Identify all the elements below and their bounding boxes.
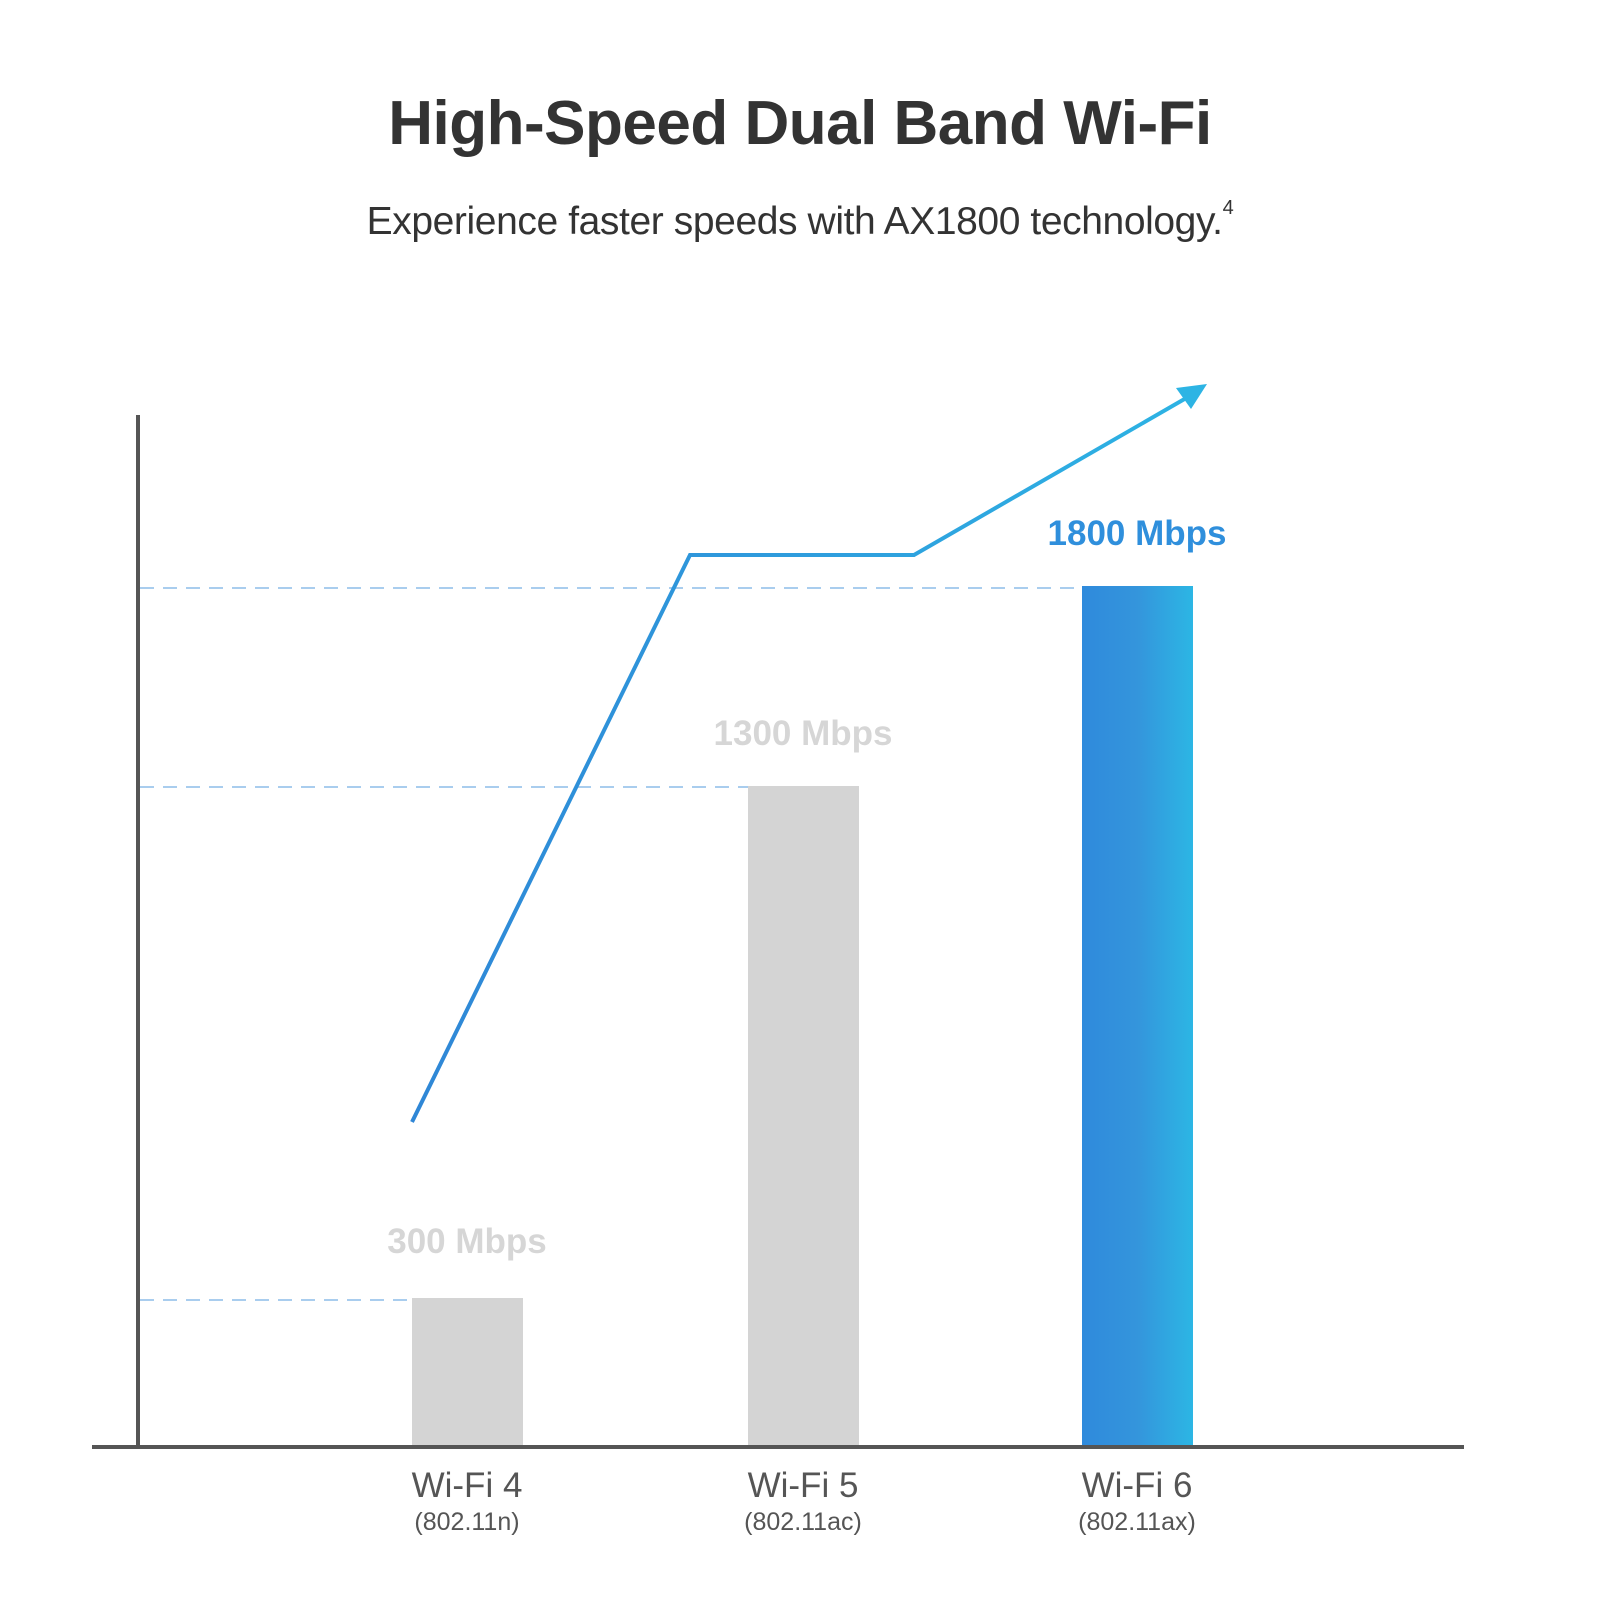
category-name: Wi-Fi 5: [747, 1466, 859, 1505]
value-label-wifi-4: 300 Mbps: [387, 1222, 547, 1261]
trend-arrow-icon: [410, 384, 1207, 1123]
bar-wifi-6: [1082, 586, 1193, 1446]
page-subtitle: Experience faster speeds with AX1800 tec…: [0, 197, 1600, 244]
value-label-wifi-6: 1800 Mbps: [1047, 514, 1227, 553]
page-title: High-Speed Dual Band Wi-Fi: [388, 89, 1212, 158]
reference-lines: [140, 587, 1082, 1301]
category-wifi-4: Wi-Fi 4 (802.11n): [347, 1466, 587, 1538]
category-standard: (802.11ac): [744, 1508, 862, 1536]
category-standard: (802.11ax): [1078, 1508, 1196, 1536]
subtitle-text: Experience faster speeds with AX1800 tec…: [366, 200, 1223, 243]
category-name: Wi-Fi 4: [411, 1466, 523, 1505]
bar-wifi-4: [412, 1298, 523, 1446]
footnote-marker: 4: [1222, 197, 1234, 219]
value-label-wifi-5: 1300 Mbps: [713, 714, 893, 753]
bar-wifi-5: [748, 786, 859, 1446]
category-standard: (802.11n): [414, 1508, 520, 1536]
category-name: Wi-Fi 6: [1081, 1466, 1193, 1505]
category-wifi-6: Wi-Fi 6 (802.11ax): [1017, 1466, 1257, 1538]
category-wifi-5: Wi-Fi 5 (802.11ac): [683, 1466, 923, 1538]
